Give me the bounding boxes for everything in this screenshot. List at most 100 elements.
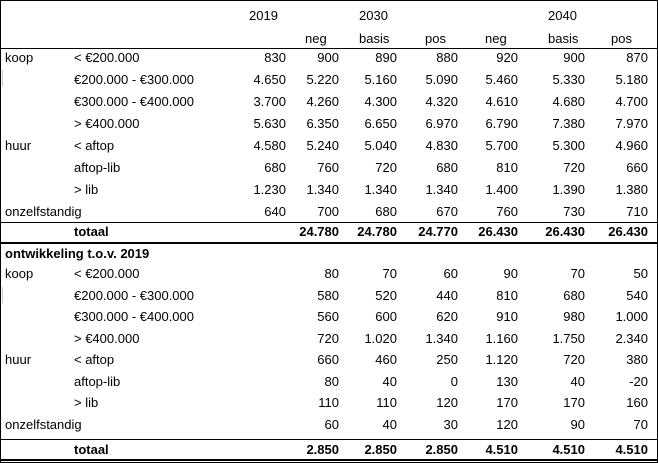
table-cell: 170 bbox=[563, 395, 585, 410]
year-2019: 2019 bbox=[249, 8, 278, 23]
table-cell: 4.650 bbox=[253, 72, 286, 87]
row-group-label: onzelfstandig bbox=[5, 204, 82, 219]
row-label: < aftop bbox=[74, 138, 115, 153]
table-cell: 5.300 bbox=[552, 138, 585, 153]
total-cell: 2.850 bbox=[364, 442, 397, 457]
table-cell: 160 bbox=[626, 395, 648, 410]
table-cell: 5.160 bbox=[364, 72, 397, 87]
table-cell: 980 bbox=[563, 309, 585, 324]
table-cell: 5.700 bbox=[485, 138, 518, 153]
table-cell: 170 bbox=[496, 395, 518, 410]
table-cell: 830 bbox=[264, 50, 286, 65]
year-2040: 2040 bbox=[548, 8, 577, 23]
table-cell: 2.340 bbox=[615, 330, 648, 346]
table-cell: 900 bbox=[317, 50, 339, 65]
table-cell: 760 bbox=[317, 160, 339, 175]
table-cell: 810 bbox=[496, 160, 518, 175]
table-cell: 660 bbox=[626, 160, 648, 175]
table-cell: 1.340 bbox=[364, 182, 397, 197]
row-label: €300.000 - €400.000 bbox=[74, 94, 194, 109]
row-label: < aftop bbox=[74, 352, 115, 367]
total-cell: 4.510 bbox=[552, 442, 585, 457]
table-cell: 560 bbox=[317, 309, 339, 324]
row-label: > €400.000 bbox=[74, 330, 140, 346]
table-cell: 80 bbox=[324, 373, 339, 389]
scenario-2040-neg: neg bbox=[485, 31, 507, 46]
table-cell: 680 bbox=[436, 160, 458, 175]
year-2030: 2030 bbox=[359, 8, 388, 23]
table-cell: 80 bbox=[324, 266, 339, 281]
row-label: aftop-lib bbox=[74, 373, 121, 389]
table-cell: 40 bbox=[570, 373, 585, 389]
table-cell: 730 bbox=[563, 204, 585, 219]
table-cell: 70 bbox=[382, 266, 397, 281]
table-cell: 5.180 bbox=[615, 72, 648, 87]
table-cell: 110 bbox=[318, 395, 339, 410]
section-divider bbox=[0, 242, 658, 244]
table-cell: 700 bbox=[317, 204, 339, 219]
table-cell: 5.330 bbox=[552, 72, 585, 87]
table-cell: 1.160 bbox=[485, 330, 518, 346]
table-cell: 5.240 bbox=[306, 138, 339, 153]
table-cell: 6.350 bbox=[306, 116, 339, 131]
table-cell: 4.960 bbox=[615, 138, 648, 153]
row-label: €200.000 - €300.000 bbox=[74, 287, 194, 303]
total-cell: 24.780 bbox=[299, 224, 339, 239]
table-cell: 4.580 bbox=[253, 138, 286, 153]
table-cell: 1.120 bbox=[485, 352, 518, 367]
table-cell: 680 bbox=[375, 204, 397, 219]
table-cell: 910 bbox=[496, 309, 518, 324]
bottom-divider bbox=[0, 459, 658, 461]
table-cell: 520 bbox=[375, 287, 397, 303]
scenario-2030-basis: basis bbox=[359, 31, 390, 46]
total-cell: 26.430 bbox=[478, 224, 518, 239]
table-cell: 5.090 bbox=[425, 72, 458, 87]
scenario-2030-pos: pos bbox=[425, 31, 446, 46]
table-cell: 40 bbox=[382, 373, 397, 389]
table-cell: 1.400 bbox=[485, 182, 518, 197]
table-cell: 4.300 bbox=[364, 94, 397, 109]
total-cell: 24.770 bbox=[418, 224, 458, 239]
table-cell: 7.380 bbox=[552, 116, 585, 131]
row-marker bbox=[2, 287, 3, 303]
table-cell: 3.700 bbox=[253, 94, 286, 109]
table-cell: 900 bbox=[563, 50, 585, 65]
table-cell: 720 bbox=[563, 160, 585, 175]
table-cell: 660 bbox=[317, 352, 339, 367]
table-cell: 4.610 bbox=[485, 94, 518, 109]
total-divider bbox=[0, 222, 658, 223]
total-cell: 4.510 bbox=[615, 442, 648, 457]
table-cell: 680 bbox=[264, 160, 286, 175]
total-cell: 2.850 bbox=[306, 442, 339, 457]
row-label: aftop-lib bbox=[74, 160, 121, 175]
table-cell: 760 bbox=[496, 204, 518, 219]
table-cell: 6.970 bbox=[425, 116, 458, 131]
row-group-label: onzelfstandig bbox=[5, 416, 82, 432]
table-cell: 5.460 bbox=[485, 72, 518, 87]
scenario-2030-neg: neg bbox=[305, 31, 327, 46]
scenario-2040-pos: pos bbox=[611, 31, 632, 46]
table-cell: 5.220 bbox=[306, 72, 339, 87]
table-cell: 1.380 bbox=[615, 182, 648, 197]
table-cell: 810 bbox=[496, 287, 518, 303]
table-cell: 710 bbox=[626, 204, 648, 219]
table-cell: 720 bbox=[375, 160, 397, 175]
row-label: €200.000 - €300.000 bbox=[74, 72, 194, 87]
table-cell: 30 bbox=[443, 416, 458, 432]
table-cell: 1.340 bbox=[425, 182, 458, 197]
table-cell: 70 bbox=[633, 416, 648, 432]
table-cell: 920 bbox=[496, 50, 518, 65]
table-cell: 4.320 bbox=[425, 94, 458, 109]
table-cell: 720 bbox=[317, 330, 339, 346]
table-cell: 60 bbox=[324, 416, 339, 432]
row-label: < €200.000 bbox=[74, 266, 140, 281]
table-cell: 1.340 bbox=[306, 182, 339, 197]
table-cell: 4.260 bbox=[306, 94, 339, 109]
table-cell: 870 bbox=[626, 50, 648, 65]
table-cell: 6.790 bbox=[485, 116, 518, 131]
header-divider bbox=[0, 48, 658, 49]
table-cell: 40 bbox=[382, 416, 397, 432]
table-cell: 1.390 bbox=[552, 182, 585, 197]
table-cell: -20 bbox=[629, 373, 648, 389]
total-cell: 26.430 bbox=[545, 224, 585, 239]
